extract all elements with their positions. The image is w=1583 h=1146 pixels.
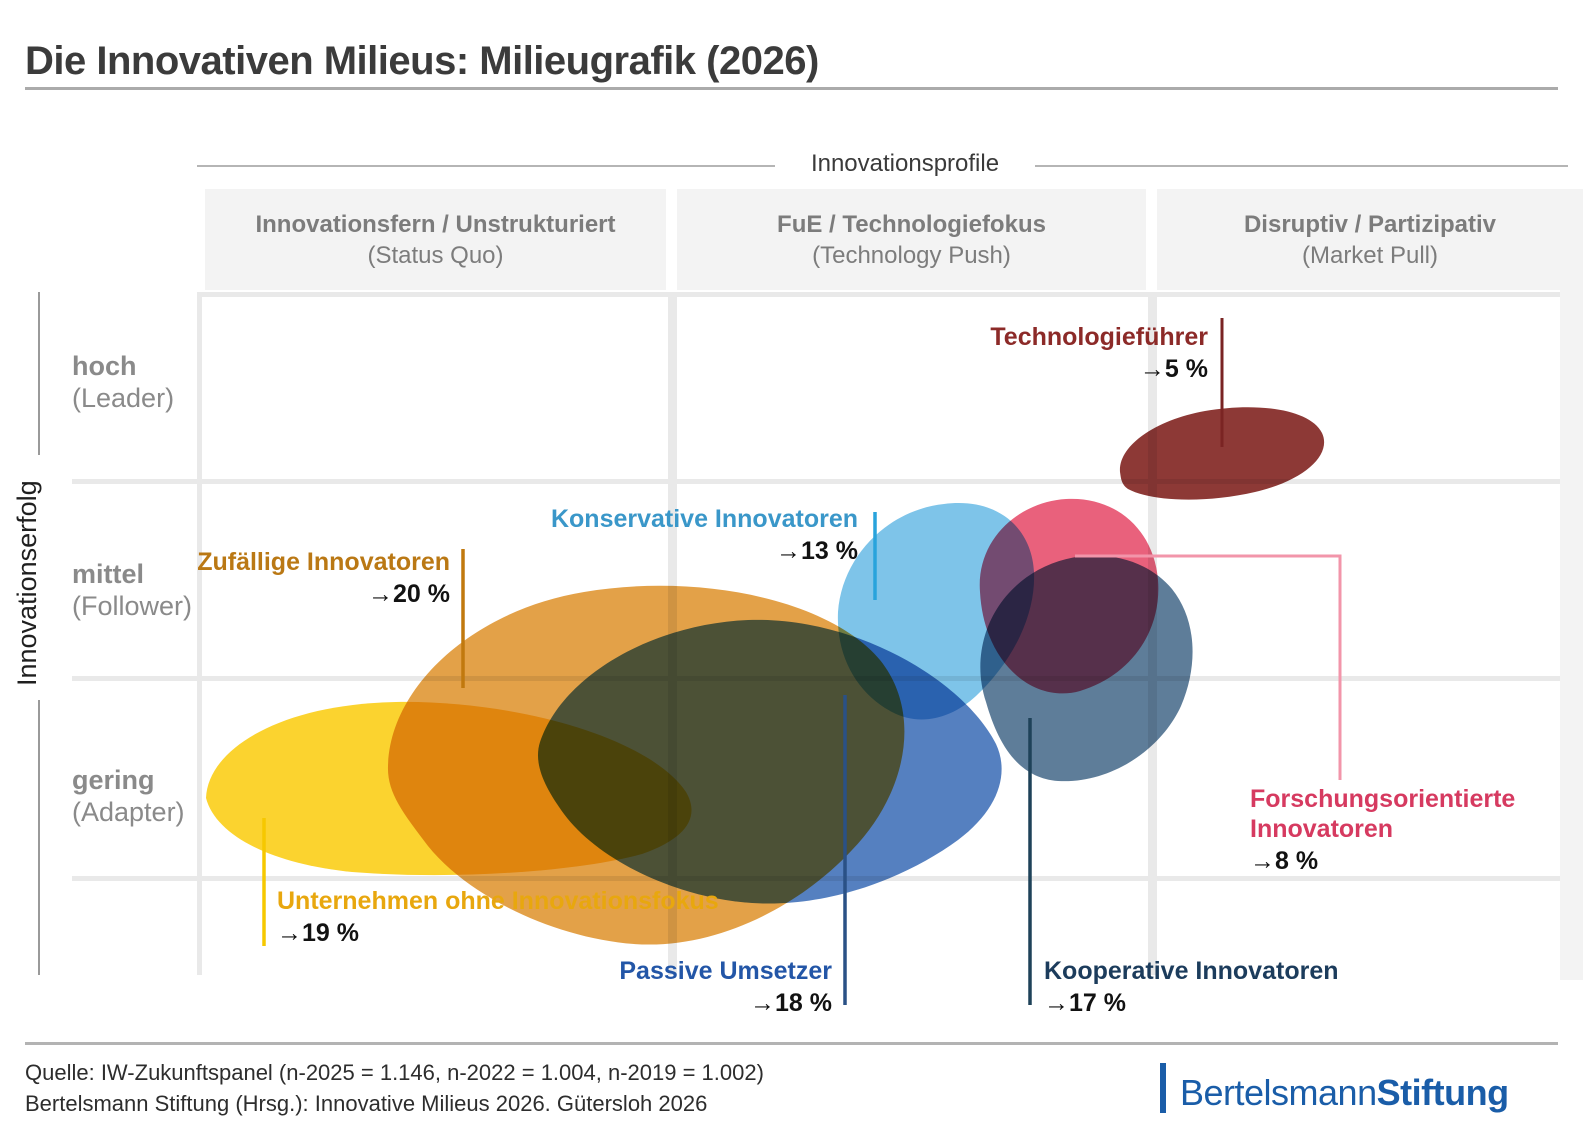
bertelsmann-logo: BertelsmannStiftung: [1180, 1072, 1509, 1114]
x-axis-title: Innovationsprofile: [810, 150, 1000, 177]
milieu-label-kooperative: Kooperative Innovatoren: [1044, 957, 1339, 985]
milieu-callout-forschungsorientierte: Forschungsorientierte Innovatoren →8 %: [1250, 784, 1515, 876]
milieu-label-forschungsorientierte-line-0: Forschungsorientierte: [1250, 785, 1516, 813]
y-axis-category-mittel: mittel (Follower): [72, 558, 192, 622]
title-divider: [25, 87, 1558, 90]
y-axis-category-label: gering: [72, 765, 155, 795]
x-axis-category-sublabel: (Technology Push): [812, 241, 1011, 269]
y-axis-category-label: hoch: [72, 351, 137, 381]
milieu-share-passive: →18 %: [750, 989, 832, 1017]
milieu-callout-ohne_fokus: Unternehmen ohne Innovationsfokus →19 %: [277, 886, 719, 948]
x-axis-category-label: Disruptiv / Partizipativ: [1243, 210, 1497, 238]
milieu-share-konservative: →13 %: [776, 537, 858, 565]
milieu-share-technologiefuehrer: →5 %: [1139, 355, 1208, 383]
plot-grid-hline-1: [72, 479, 1560, 484]
milieu-share-forschungsorientierte: →8 %: [1250, 847, 1319, 875]
x-axis-category-market-pull: Disruptiv / Partizipativ (Market Pull): [1157, 189, 1583, 290]
milieu-label-technologiefuehrer: Technologieführer: [990, 323, 1208, 351]
source-line-2: Bertelsmann Stiftung (Hrsg.): Innovative…: [25, 1091, 708, 1116]
x-axis-category-sublabel: (Status Quo): [367, 241, 504, 269]
milieu-callout-technologiefuehrer: Technologieführer →5 %: [990, 322, 1208, 384]
y-axis-category-label: mittel: [72, 559, 145, 589]
source-line-1: Quelle: IW-Zukunftspanel (n-2025 = 1.146…: [25, 1060, 764, 1085]
x-axis-category-label: FuE / Technologiefokus: [777, 210, 1046, 238]
milieu-callout-passive: Passive Umsetzer →18 %: [619, 956, 832, 1018]
y-axis-category-hoch: hoch (Leader): [72, 350, 174, 414]
milieu-share-ohne_fokus: →19 %: [277, 919, 359, 947]
plot-grid-vline-0: [197, 292, 202, 975]
footer-divider: [25, 1042, 1558, 1045]
milieu-label-forschungsorientierte-line-1: Innovatoren: [1250, 815, 1394, 843]
milieu-callout-zufaellige: Zufällige Innovatoren →20 %: [197, 547, 450, 609]
x-axis-title-rule-right: [1035, 165, 1568, 167]
bertelsmann-logo-prefix: Bertelsmann: [1180, 1072, 1377, 1113]
milieu-label-passive: Passive Umsetzer: [619, 957, 832, 985]
milieu-label-ohne_fokus: Unternehmen ohne Innovationsfokus: [277, 887, 719, 915]
connector-forschungsorientierte: [1075, 554, 1342, 780]
milieu-label-zufaellige: Zufällige Innovatoren: [197, 548, 450, 576]
x-axis-category-sublabel: (Market Pull): [1301, 241, 1439, 269]
bertelsmann-logo-bar: [1160, 1063, 1166, 1113]
y-axis-category-sublabel: (Adapter): [72, 797, 185, 827]
y-axis-line-segment-1: [38, 700, 40, 975]
bertelsmann-logo-suffix: Stiftung: [1376, 1072, 1509, 1113]
y-axis-line-segment-0: [38, 292, 40, 455]
plot-right-margin-strip: [1560, 290, 1583, 980]
milieu-label-konservative: Konservative Innovatoren: [550, 505, 858, 533]
x-axis-category-label: Innovationsfern / Unstrukturiert: [255, 210, 616, 238]
x-axis-category-status-quo: Innovationsfern / Unstrukturiert (Status…: [205, 189, 666, 290]
blob-technologiefuehrer: [1119, 407, 1325, 500]
milieu-callout-konservative: Konservative Innovatoren →13 %: [551, 504, 858, 566]
y-axis-category-sublabel: (Follower): [72, 591, 193, 621]
milieu-callout-kooperative: Kooperative Innovatoren →17 %: [1044, 956, 1339, 1018]
blob-forschungsorientierte: [979, 498, 1159, 694]
page-title: Die Innovativen Milieus: Milieugrafik (2…: [25, 38, 819, 83]
x-axis-category-technology-push: FuE / Technologiefokus (Technology Push): [677, 189, 1146, 290]
plot-grid-hline-0: [200, 292, 1560, 297]
milieu-share-zufaellige: →20 %: [368, 580, 450, 608]
milieu-share-kooperative: →17 %: [1044, 989, 1126, 1017]
y-axis-category-sublabel: (Leader): [72, 383, 175, 413]
y-axis-category-gering: gering (Adapter): [72, 764, 185, 828]
x-axis-title-rule-left: [197, 165, 775, 167]
